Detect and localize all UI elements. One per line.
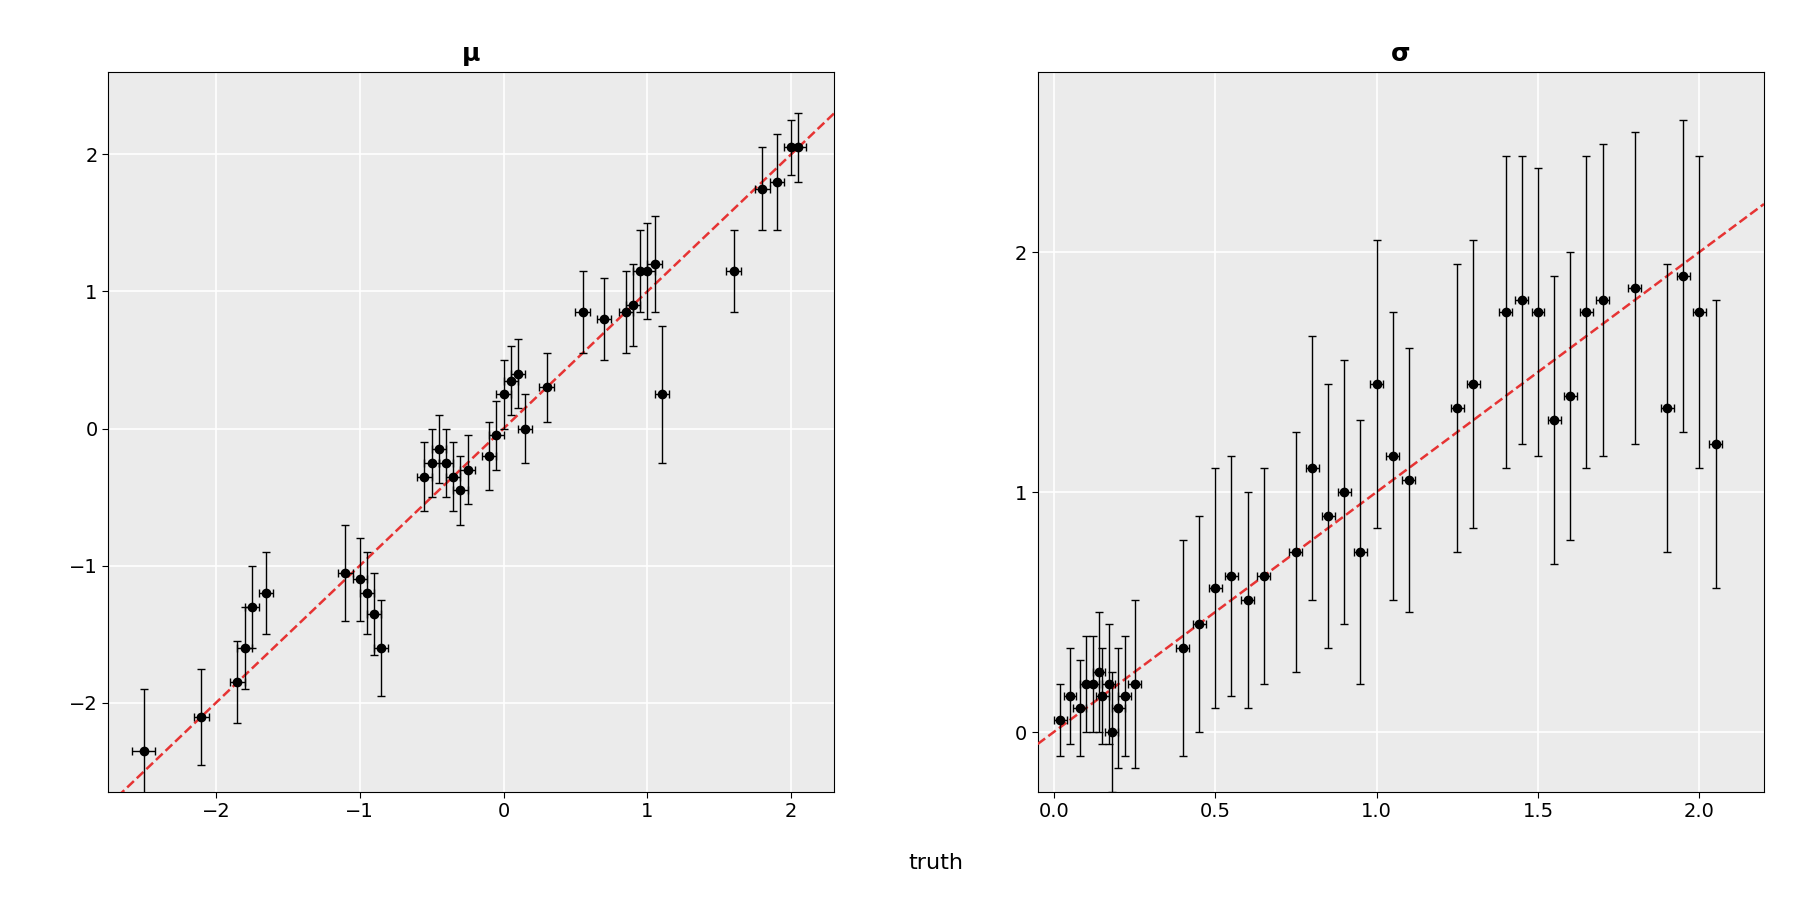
Title: σ: σ xyxy=(1391,42,1411,66)
Text: truth: truth xyxy=(909,853,963,873)
Title: μ: μ xyxy=(463,42,481,66)
